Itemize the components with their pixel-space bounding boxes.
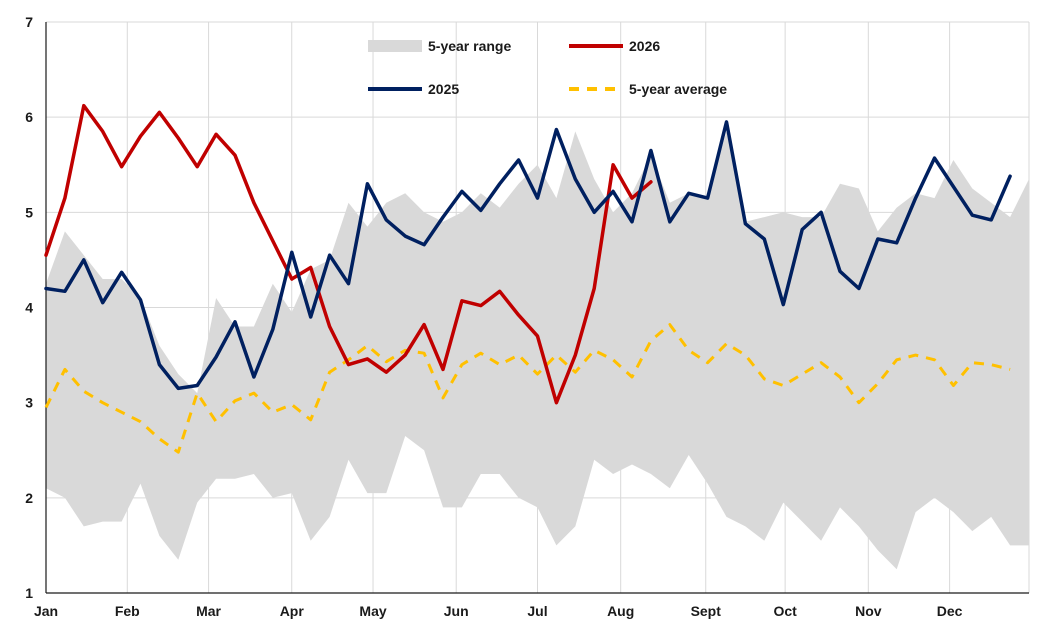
axis-layer: 1 2 3 4 5 6 7 Jan Feb Mar Apr May Jun Jul Aug Sept Oct No… bbox=[25, 14, 1029, 619]
x-tick-label: Dec bbox=[937, 603, 963, 619]
y-tick-label: 4 bbox=[25, 300, 33, 316]
legend: 5-year range 2026 2025 5-year average bbox=[368, 38, 727, 97]
x-tick-label: Jun bbox=[444, 603, 469, 619]
y-tick-label: 5 bbox=[25, 204, 33, 220]
legend-label-range: 5-year range bbox=[428, 38, 511, 54]
y-tick-label: 6 bbox=[25, 109, 33, 125]
x-tick-label: Nov bbox=[855, 603, 882, 619]
y-tick-label: 2 bbox=[25, 490, 33, 506]
y-tick-label: 1 bbox=[25, 585, 33, 601]
x-tick-label: Apr bbox=[280, 603, 305, 619]
y-tick-label: 7 bbox=[25, 14, 33, 30]
range-band bbox=[46, 131, 1029, 570]
legend-label-2026: 2026 bbox=[629, 38, 660, 54]
range-layer bbox=[46, 131, 1029, 570]
x-tick-label: May bbox=[359, 603, 386, 619]
x-tick-label: Feb bbox=[115, 603, 140, 619]
x-tick-label: Jan bbox=[34, 603, 58, 619]
x-tick-label: Aug bbox=[607, 603, 634, 619]
legend-label-average: 5-year average bbox=[629, 81, 727, 97]
legend-swatch-range bbox=[368, 40, 422, 52]
legend-label-2025: 2025 bbox=[428, 81, 459, 97]
series-line-2025 bbox=[44, 120, 1012, 391]
x-tick-label: Mar bbox=[196, 603, 221, 619]
series-layer bbox=[44, 103, 1012, 454]
x-tick-label: Oct bbox=[773, 603, 797, 619]
series-line-5-year-average bbox=[44, 323, 1011, 454]
series-line-2026 bbox=[44, 103, 653, 405]
y-tick-label: 3 bbox=[25, 395, 33, 411]
x-tick-label: Jul bbox=[527, 603, 547, 619]
x-tick-label: Sept bbox=[691, 603, 722, 619]
